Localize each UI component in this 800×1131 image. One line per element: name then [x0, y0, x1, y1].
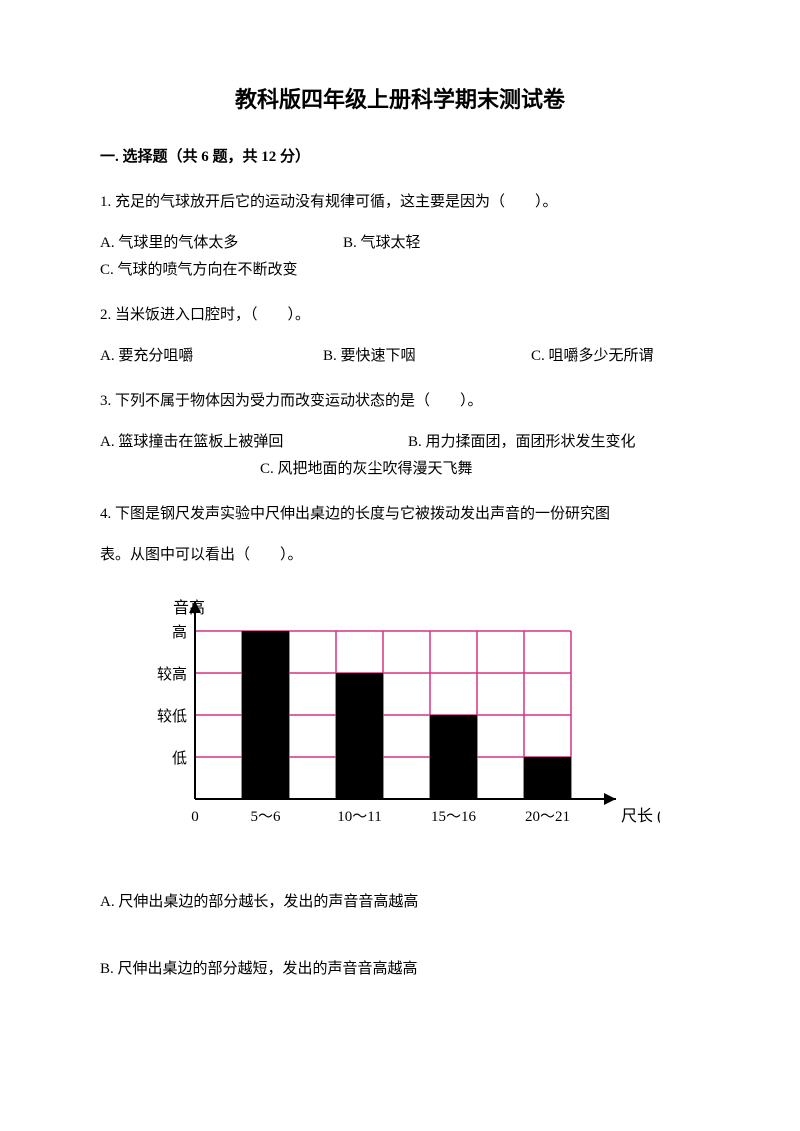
q2-option-b: B. 要快速下咽	[323, 343, 523, 370]
page-title: 教科版四年级上册科学期末测试卷	[100, 80, 700, 120]
q2-option-c: C. 咀嚼多少无所谓	[531, 343, 654, 370]
section-header: 一. 选择题（共 6 题，共 12 分）	[100, 144, 700, 171]
q1-option-b: B. 气球太轻	[343, 230, 518, 257]
question-2-options: A. 要充分咀嚼 B. 要快速下咽 C. 咀嚼多少无所谓	[100, 343, 700, 370]
svg-text:20～21: 20～21	[525, 809, 570, 825]
question-4-line1: 4. 下图是钢尺发声实验中尺伸出桌边的长度与它被拨动发出声音的一份研究图	[100, 501, 700, 528]
svg-text:尺长 (厘米): 尺长 (厘米)	[621, 807, 660, 825]
svg-text:15～16: 15～16	[431, 809, 477, 825]
svg-text:5～6: 5～6	[250, 809, 281, 825]
svg-text:10～11: 10～11	[337, 809, 381, 825]
svg-text:高: 高	[172, 624, 187, 641]
q3-option-c: C. 风把地面的灰尘吹得漫天飞舞	[260, 461, 473, 477]
svg-text:较低: 较低	[157, 707, 187, 725]
svg-text:0: 0	[191, 809, 199, 825]
q1-option-c: C. 气球的喷气方向在不断改变	[100, 257, 298, 284]
question-3-options: A. 篮球撞击在篮板上被弹回 B. 用力揉面团，面团形状发生变化 C. 风把地面…	[100, 429, 700, 483]
q3-option-b: B. 用力揉面团，面团形状发生变化	[408, 429, 636, 456]
q4-option-a: A. 尺伸出桌边的部分越长，发出的声音音高越高	[100, 889, 700, 916]
question-3: 3. 下列不属于物体因为受力而改变运动状态的是（ ）。	[100, 388, 700, 415]
svg-text:较高: 较高	[157, 665, 187, 683]
question-1-options: A. 气球里的气体太多 B. 气球太轻 C. 气球的喷气方向在不断改变	[100, 230, 700, 284]
svg-text:音高: 音高	[173, 599, 205, 617]
q1-option-a: A. 气球里的气体太多	[100, 230, 335, 257]
pitch-chart: 高较高较低低 音高 0 5～6 10～11 15～16 20～21 尺长 (厘米)	[120, 589, 700, 860]
q3-option-a: A. 篮球撞击在篮板上被弹回	[100, 429, 400, 456]
question-2: 2. 当米饭进入口腔时，（ ）。	[100, 302, 700, 329]
question-4-line2: 表。从图中可以看出（ ）。	[100, 542, 700, 569]
svg-text:低: 低	[172, 750, 187, 767]
question-1: 1. 充足的气球放开后它的运动没有规律可循，这主要是因为（ ）。	[100, 189, 700, 216]
q2-option-a: A. 要充分咀嚼	[100, 343, 315, 370]
q4-option-b: B. 尺伸出桌边的部分越短，发出的声音音高越高	[100, 956, 700, 983]
